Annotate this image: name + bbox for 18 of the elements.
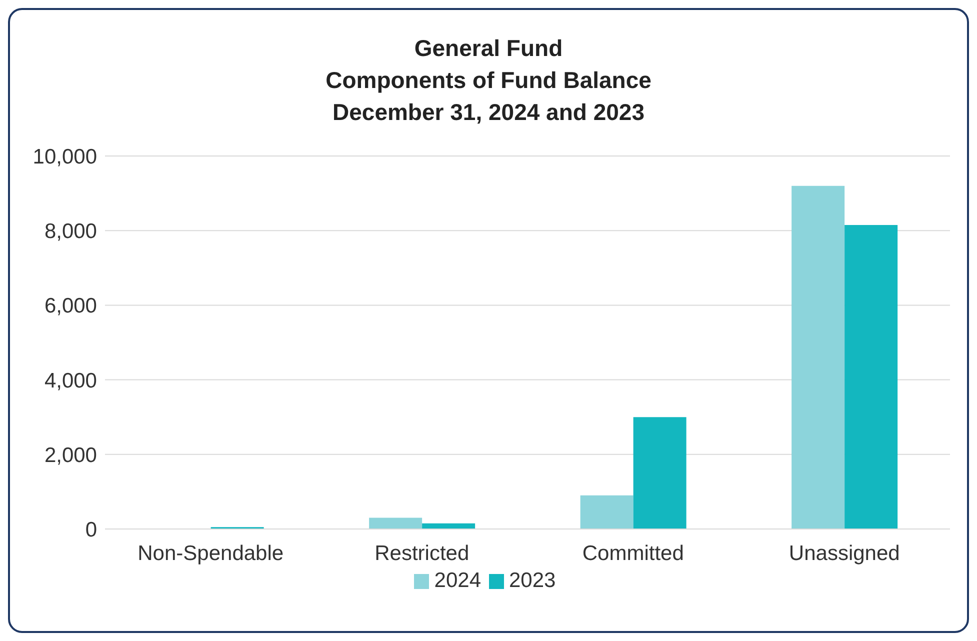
bar: [369, 518, 422, 529]
y-tick-label: 10,000: [32, 145, 97, 168]
x-tick-label: Non-Spendable: [138, 542, 284, 565]
x-tick-label: Restricted: [374, 542, 470, 565]
y-tick-label: 2,000: [44, 444, 97, 467]
y-tick-label: 8,000: [44, 220, 97, 244]
x-tick-label: Committed: [582, 542, 684, 565]
legend-label: 2024: [433, 569, 481, 593]
legend-label: 2023: [508, 569, 556, 593]
chart-title: General Fund Components of Fund Balance December 31, 2024 and 2023: [324, 34, 652, 127]
y-tick-label: 0: [85, 518, 97, 542]
bar: [633, 417, 686, 529]
bar: [792, 186, 845, 529]
x-tick-label: Unassigned: [788, 542, 900, 565]
bar: [844, 225, 898, 529]
y-tick-label: 4,000: [44, 369, 97, 392]
bar: [580, 495, 634, 529]
y-tick-label: 6,000: [44, 294, 97, 318]
